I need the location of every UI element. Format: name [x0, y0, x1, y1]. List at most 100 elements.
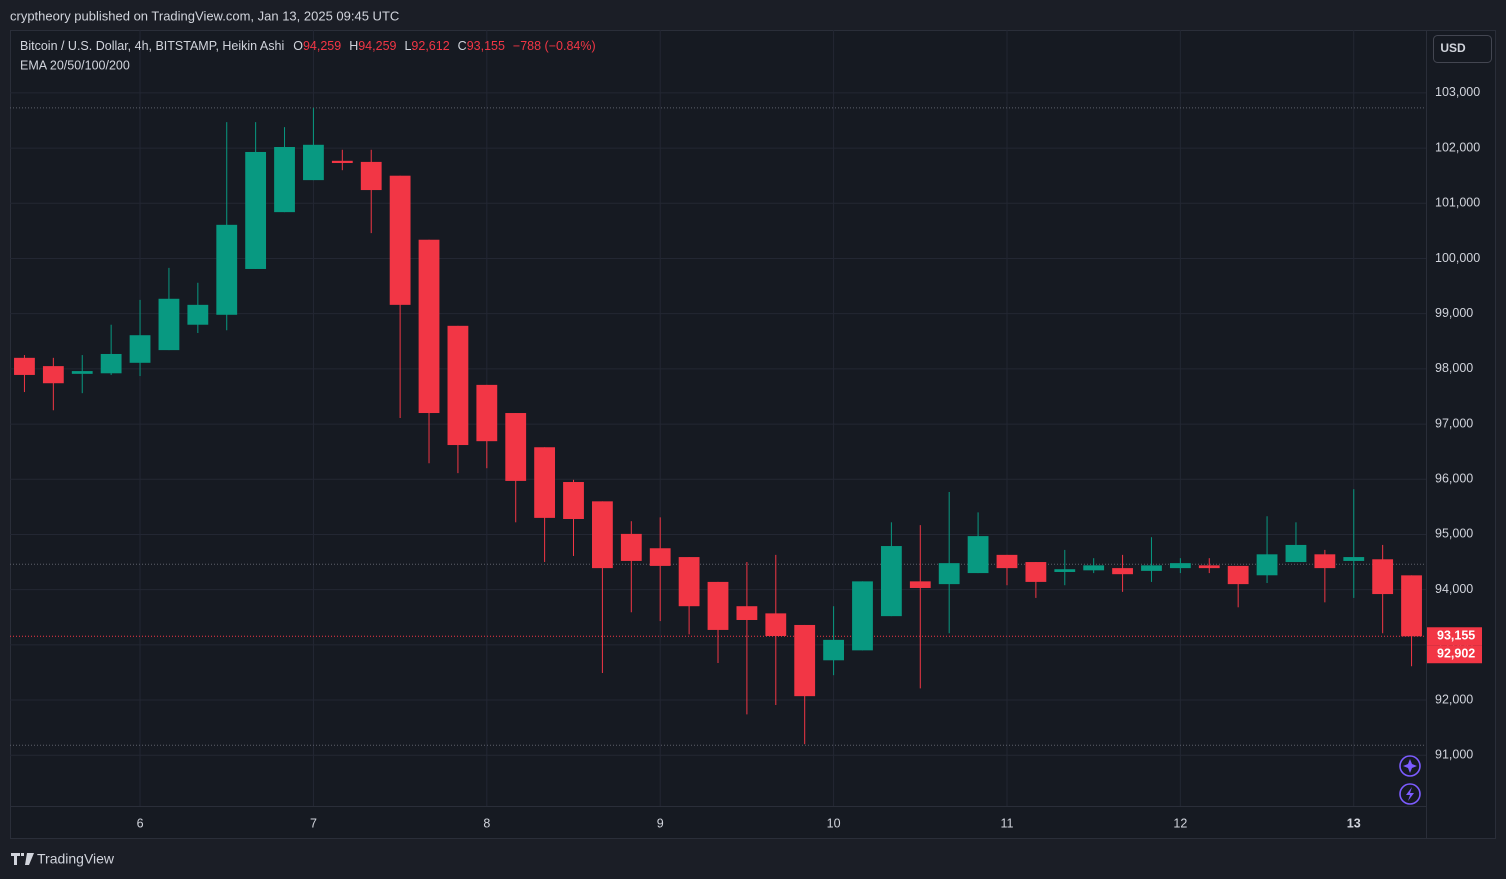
candle-body	[1141, 565, 1162, 571]
candle-body	[1372, 559, 1394, 595]
currency: USD	[1440, 41, 1466, 55]
candle-body	[418, 239, 440, 414]
candle-body	[678, 557, 700, 607]
candle-body	[274, 147, 295, 213]
bolt-icon[interactable]	[1399, 783, 1421, 805]
x-tick-label: 7	[310, 816, 317, 830]
legend-title: Bitcoin / U.S. Dollar, 4h, BITSTAMP, Hei…	[20, 39, 284, 53]
candle-body	[880, 546, 902, 617]
candle-body	[620, 533, 642, 561]
candle-body	[1256, 554, 1278, 576]
candle-body	[158, 298, 180, 351]
candle-body	[1025, 562, 1047, 582]
candle-body	[823, 639, 844, 661]
brand: TradingView	[37, 851, 115, 867]
candle-body	[42, 366, 64, 384]
legend-key: O	[293, 39, 303, 53]
y-tick-label: 103,000	[1435, 85, 1480, 99]
indicator: EMA 20/50/100/200	[20, 58, 130, 72]
legend-change: −788 (−0.84%)	[513, 39, 596, 53]
candle-body	[360, 161, 382, 191]
candle-body	[476, 384, 498, 442]
candle-body	[563, 482, 584, 519]
legend-value: 94,259	[358, 39, 396, 53]
labels: 91,00092,00093,00094,00095,00096,00097,0…	[137, 85, 1482, 830]
x-tick-label: 9	[657, 816, 664, 830]
y-tick-label: 94,000	[1435, 582, 1473, 596]
legend-value: 93,155	[467, 39, 505, 53]
candle-body	[707, 581, 729, 630]
assistant-icons[interactable]	[1399, 755, 1421, 805]
candle-body	[1112, 568, 1133, 575]
plot-area	[10, 30, 1496, 839]
bolt-glyph	[1406, 787, 1414, 801]
marks	[14, 107, 1422, 745]
candle-body	[967, 536, 989, 574]
y-tick-label: 91,000	[1435, 748, 1473, 762]
currency-box[interactable]	[1433, 35, 1492, 63]
candle-body	[187, 304, 209, 325]
candle-body	[129, 335, 151, 363]
candle-body	[909, 581, 931, 588]
candle-body	[1401, 575, 1422, 637]
candle-body	[216, 224, 238, 315]
candle-body	[1343, 557, 1365, 561]
candle-body	[1285, 544, 1307, 563]
candle-body	[794, 624, 816, 697]
price-tag: 93,155	[1437, 629, 1475, 643]
candle-body	[14, 357, 35, 375]
x-tick-label: 8	[483, 816, 490, 830]
x-tick-label: 11	[1000, 816, 1013, 830]
y-tick-label: 97,000	[1435, 416, 1473, 430]
candle-body	[100, 353, 122, 374]
x-tick-label: 10	[827, 816, 841, 830]
x-tick-label: 13	[1347, 816, 1361, 830]
candle-body	[1054, 569, 1076, 572]
legend: Bitcoin / U.S. Dollar, 4h, BITSTAMP, Hei…	[20, 39, 596, 53]
y-tick-label: 100,000	[1435, 251, 1480, 265]
candle-body	[71, 371, 93, 374]
candle-body	[505, 413, 527, 481]
candle-body	[649, 548, 671, 566]
candle-body	[331, 160, 353, 164]
price-tag-box	[1427, 627, 1482, 646]
legend-key: C	[458, 39, 467, 53]
candle-body	[1169, 563, 1191, 569]
candle-body	[996, 554, 1018, 569]
brand-logo[interactable]: TradingView	[11, 851, 115, 867]
candle-body	[447, 325, 469, 446]
x-tick-label: 12	[1173, 816, 1187, 830]
y-tick-label: 96,000	[1435, 472, 1473, 486]
y-tick-label: 95,000	[1435, 527, 1473, 541]
y-tick-label: 99,000	[1435, 306, 1473, 320]
candle-body	[592, 501, 613, 569]
candle-body	[1198, 565, 1220, 569]
price-tag-box	[1427, 645, 1482, 664]
candle-body	[736, 606, 758, 620]
candle-body	[389, 175, 411, 305]
candle-body	[1083, 565, 1105, 571]
grid	[10, 30, 1426, 806]
legend-key: L	[404, 39, 411, 53]
x-tick-label: 6	[137, 816, 144, 830]
price-tag: 92,902	[1437, 647, 1475, 661]
logo-glyph	[11, 853, 34, 865]
spark-icon[interactable]	[1399, 755, 1421, 777]
spark-glyph	[1403, 759, 1417, 773]
legend-value: 94,259	[303, 39, 341, 53]
candle-body	[1227, 565, 1249, 585]
legend-value: 92,612	[411, 39, 449, 53]
y-tick-label: 102,000	[1435, 140, 1480, 154]
publisher: cryptheory published on TradingView.com,…	[10, 8, 399, 23]
candle-body	[303, 144, 324, 181]
candle-body	[765, 613, 787, 636]
candle-body	[852, 581, 873, 651]
candle-body	[245, 151, 267, 269]
candle-body	[534, 447, 556, 518]
y-tick-label: 101,000	[1435, 196, 1480, 210]
legend-key: H	[349, 39, 358, 53]
y-tick-label: 92,000	[1435, 692, 1473, 706]
candle-body	[938, 563, 960, 585]
